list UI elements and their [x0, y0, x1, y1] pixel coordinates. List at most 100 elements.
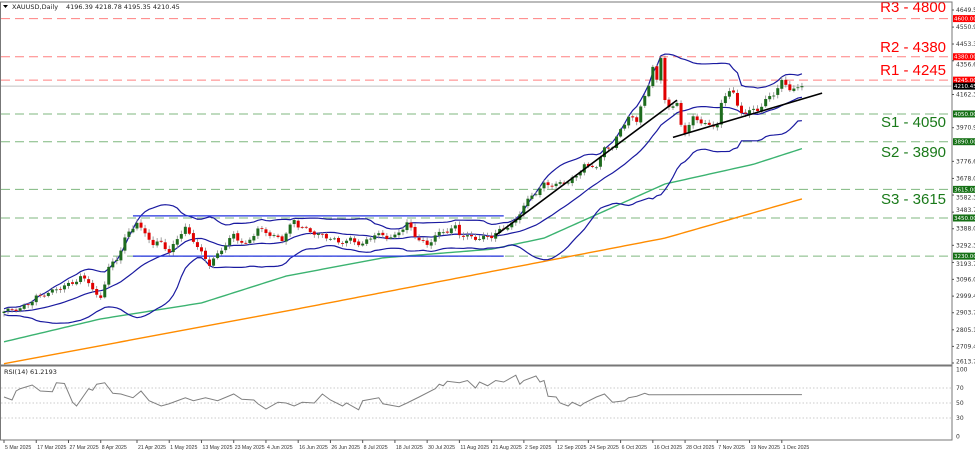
candle-body [34, 295, 38, 303]
date-tick-label: 23 May 2025 [235, 445, 265, 451]
candle-body [474, 236, 478, 240]
candle [695, 113, 699, 124]
candle-body [26, 304, 30, 306]
candle-body [796, 87, 800, 89]
date-tick-label: 18 Jul 2025 [396, 445, 423, 451]
candle-body [195, 242, 199, 248]
level-axis-box [953, 214, 975, 222]
candle [619, 127, 623, 138]
date-tick-label: 13 May 2025 [202, 445, 232, 451]
candle-body [66, 282, 70, 286]
candle-body [800, 86, 804, 88]
candle [280, 234, 284, 244]
candle-body [683, 125, 687, 134]
candle [796, 84, 800, 91]
candle [663, 55, 667, 104]
candle [14, 308, 18, 313]
candle [615, 135, 619, 151]
candle-body [486, 236, 490, 237]
candle-body [772, 95, 776, 97]
price-tick-label: 3776.60 [956, 158, 975, 165]
candle-body [792, 88, 796, 91]
candle-body [631, 116, 635, 118]
candle-body [256, 228, 260, 236]
candle-body [228, 238, 232, 246]
candle-body [187, 227, 191, 234]
chart-header-symbol: XAUUSD,Daily [12, 3, 58, 11]
candle-body [365, 239, 369, 244]
candle [369, 236, 373, 242]
candle [647, 83, 651, 98]
rsi-tick-label: 50 [956, 400, 964, 407]
candle-body [731, 90, 735, 93]
candle-body [570, 177, 574, 184]
collapse-triangle-icon[interactable] [3, 5, 8, 8]
candle-body [671, 106, 675, 108]
date-tick-label: 7 Nov 2025 [718, 445, 745, 451]
candle-body [764, 99, 768, 107]
price-tick-label: 2903.70 [956, 310, 975, 317]
candle [429, 238, 433, 249]
candle [62, 282, 66, 293]
candle [18, 306, 22, 313]
candle [324, 232, 328, 242]
candle-body [482, 235, 486, 240]
price-tick-label: 3096.00 [956, 276, 975, 283]
candle [10, 308, 14, 313]
candle [332, 236, 336, 241]
level-axis-box [953, 185, 975, 193]
candle [216, 250, 220, 260]
candle [409, 219, 413, 231]
level-axis-box [953, 76, 975, 84]
candle [385, 233, 389, 242]
candle [288, 223, 292, 238]
candle-body [478, 238, 482, 240]
candle [264, 227, 268, 237]
candle [6, 307, 10, 315]
candle-body [647, 85, 651, 97]
candle [232, 231, 236, 243]
date-tick-label: 21 Aug 2025 [493, 445, 522, 451]
candle [389, 234, 393, 240]
candle-body [780, 79, 784, 89]
rsi-line [3, 374, 802, 411]
candle-body [349, 237, 353, 241]
candle-body [304, 226, 308, 228]
candle-body [147, 232, 151, 240]
candle [542, 180, 546, 192]
date-tick-label: 30 Jul 2025 [428, 445, 455, 451]
candle [401, 226, 405, 236]
candle [413, 223, 417, 240]
candle-body [586, 163, 590, 167]
candle-body [389, 237, 393, 239]
candle [788, 80, 792, 92]
candle-body [103, 284, 107, 298]
candle [187, 224, 191, 236]
candle-body [139, 222, 143, 228]
candle [328, 237, 332, 241]
candle-body [212, 258, 216, 266]
candle-body [413, 226, 417, 237]
candle-body [756, 108, 760, 112]
candle-body [457, 224, 461, 236]
candle [22, 303, 26, 312]
candle [445, 228, 449, 235]
candle-body [397, 232, 401, 236]
candle [723, 92, 727, 107]
candle [256, 226, 260, 239]
candle-body [22, 304, 26, 309]
candle [526, 195, 530, 209]
candle [123, 234, 127, 254]
candle-body [542, 182, 546, 189]
level-label: R2 - 4380 [880, 39, 946, 56]
candle-body [449, 228, 453, 234]
candle [236, 230, 240, 244]
candle-body [79, 276, 83, 282]
range-box [132, 215, 504, 257]
candle [550, 183, 554, 190]
candle-body [744, 112, 748, 114]
candle [752, 105, 756, 114]
candle-body [171, 243, 175, 253]
candle [195, 238, 199, 250]
